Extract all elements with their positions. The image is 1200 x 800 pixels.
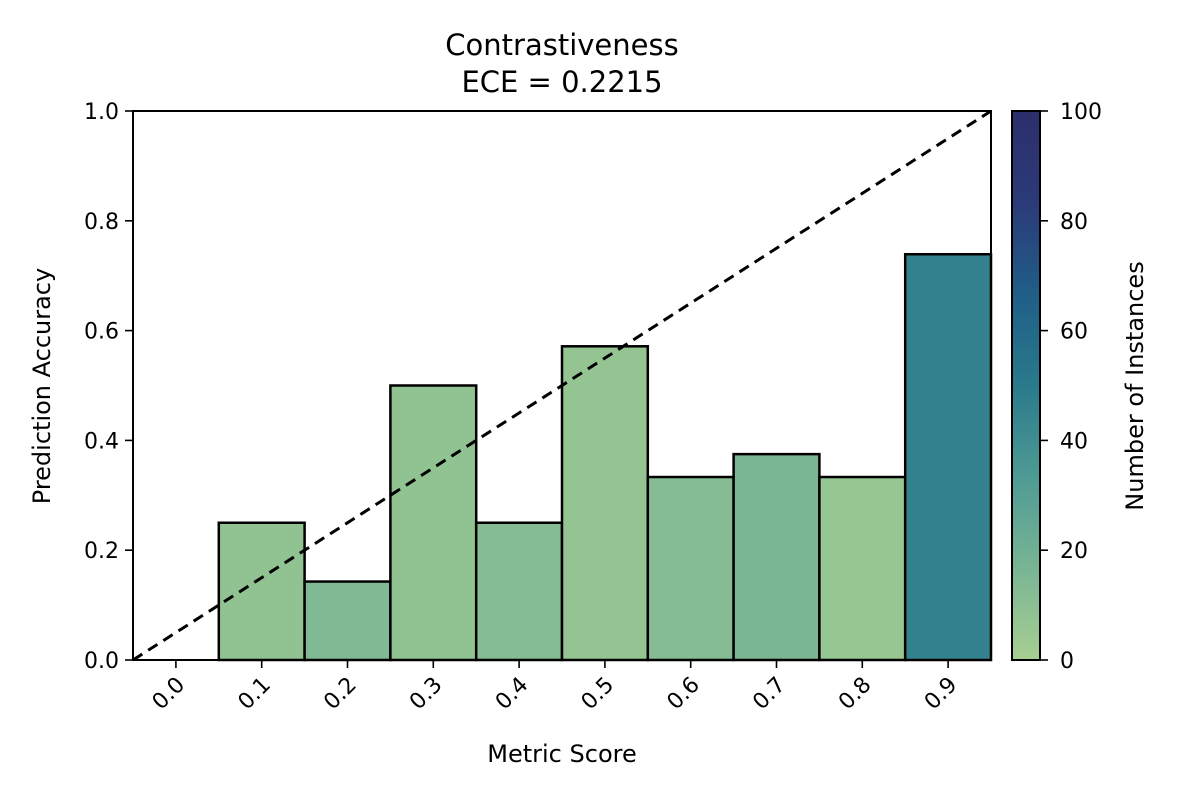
chart-title: Contrastiveness <box>445 28 678 62</box>
y-tick-label-3: 0.6 <box>84 320 119 345</box>
y-axis-label: Prediction Accuracy <box>28 268 56 504</box>
bars-layer <box>217 252 993 662</box>
bar-7 <box>818 475 907 662</box>
bar-2 <box>389 384 478 662</box>
y-tick-label-4: 0.8 <box>84 210 119 235</box>
colorbar-tick-label-0: 0 <box>1060 649 1074 674</box>
x-tick-label-2: 0.2 <box>319 673 361 715</box>
y-axis-ticks: 0.0 0.2 0.4 0.6 0.8 1.0 <box>84 100 133 674</box>
x-tick-label-7: 0.7 <box>748 673 790 715</box>
x-tick-label-6: 0.6 <box>663 673 705 715</box>
colorbar <box>1011 110 1041 661</box>
chart-subtitle: ECE = 0.2215 <box>461 65 662 99</box>
bar-6 <box>732 452 821 662</box>
x-tick-label-9: 0.9 <box>920 673 962 715</box>
y-tick-label-5: 1.0 <box>84 100 119 125</box>
x-tick-label-5: 0.5 <box>577 673 619 715</box>
bar-0 <box>217 521 306 662</box>
colorbar-label: Number of Instances <box>1121 261 1149 510</box>
bar-5 <box>646 475 735 662</box>
plot-frame <box>132 110 992 661</box>
x-axis-ticks: 0.0 0.1 0.2 0.3 0.4 0.5 0.6 0.7 0.8 0.9 <box>148 660 962 715</box>
x-tick-label-3: 0.3 <box>405 673 447 715</box>
x-axis-label: Metric Score <box>487 740 636 768</box>
colorbar-tick-label-4: 80 <box>1060 210 1088 235</box>
bar-3 <box>474 521 564 662</box>
colorbar-tick-label-2: 40 <box>1060 429 1088 454</box>
colorbar-ticks: 0 20 40 60 80 100 <box>1040 100 1102 674</box>
x-tick-label-0: 0.0 <box>148 673 190 715</box>
y-tick-label-1: 0.2 <box>84 539 119 564</box>
colorbar-tick-label-1: 20 <box>1060 539 1088 564</box>
x-tick-label-8: 0.8 <box>834 673 876 715</box>
colorbar-tick-label-5: 100 <box>1060 100 1102 125</box>
bar-1 <box>303 580 392 662</box>
bar-4 <box>560 345 650 662</box>
y-tick-label-2: 0.4 <box>84 429 119 454</box>
y-tick-label-0: 0.0 <box>84 649 119 674</box>
bar-8 <box>903 252 993 662</box>
colorbar-tick-label-3: 60 <box>1060 320 1088 345</box>
perfect-calibration-line <box>132 109 992 662</box>
x-tick-label-4: 0.4 <box>491 673 533 715</box>
x-tick-label-1: 0.1 <box>234 673 276 715</box>
